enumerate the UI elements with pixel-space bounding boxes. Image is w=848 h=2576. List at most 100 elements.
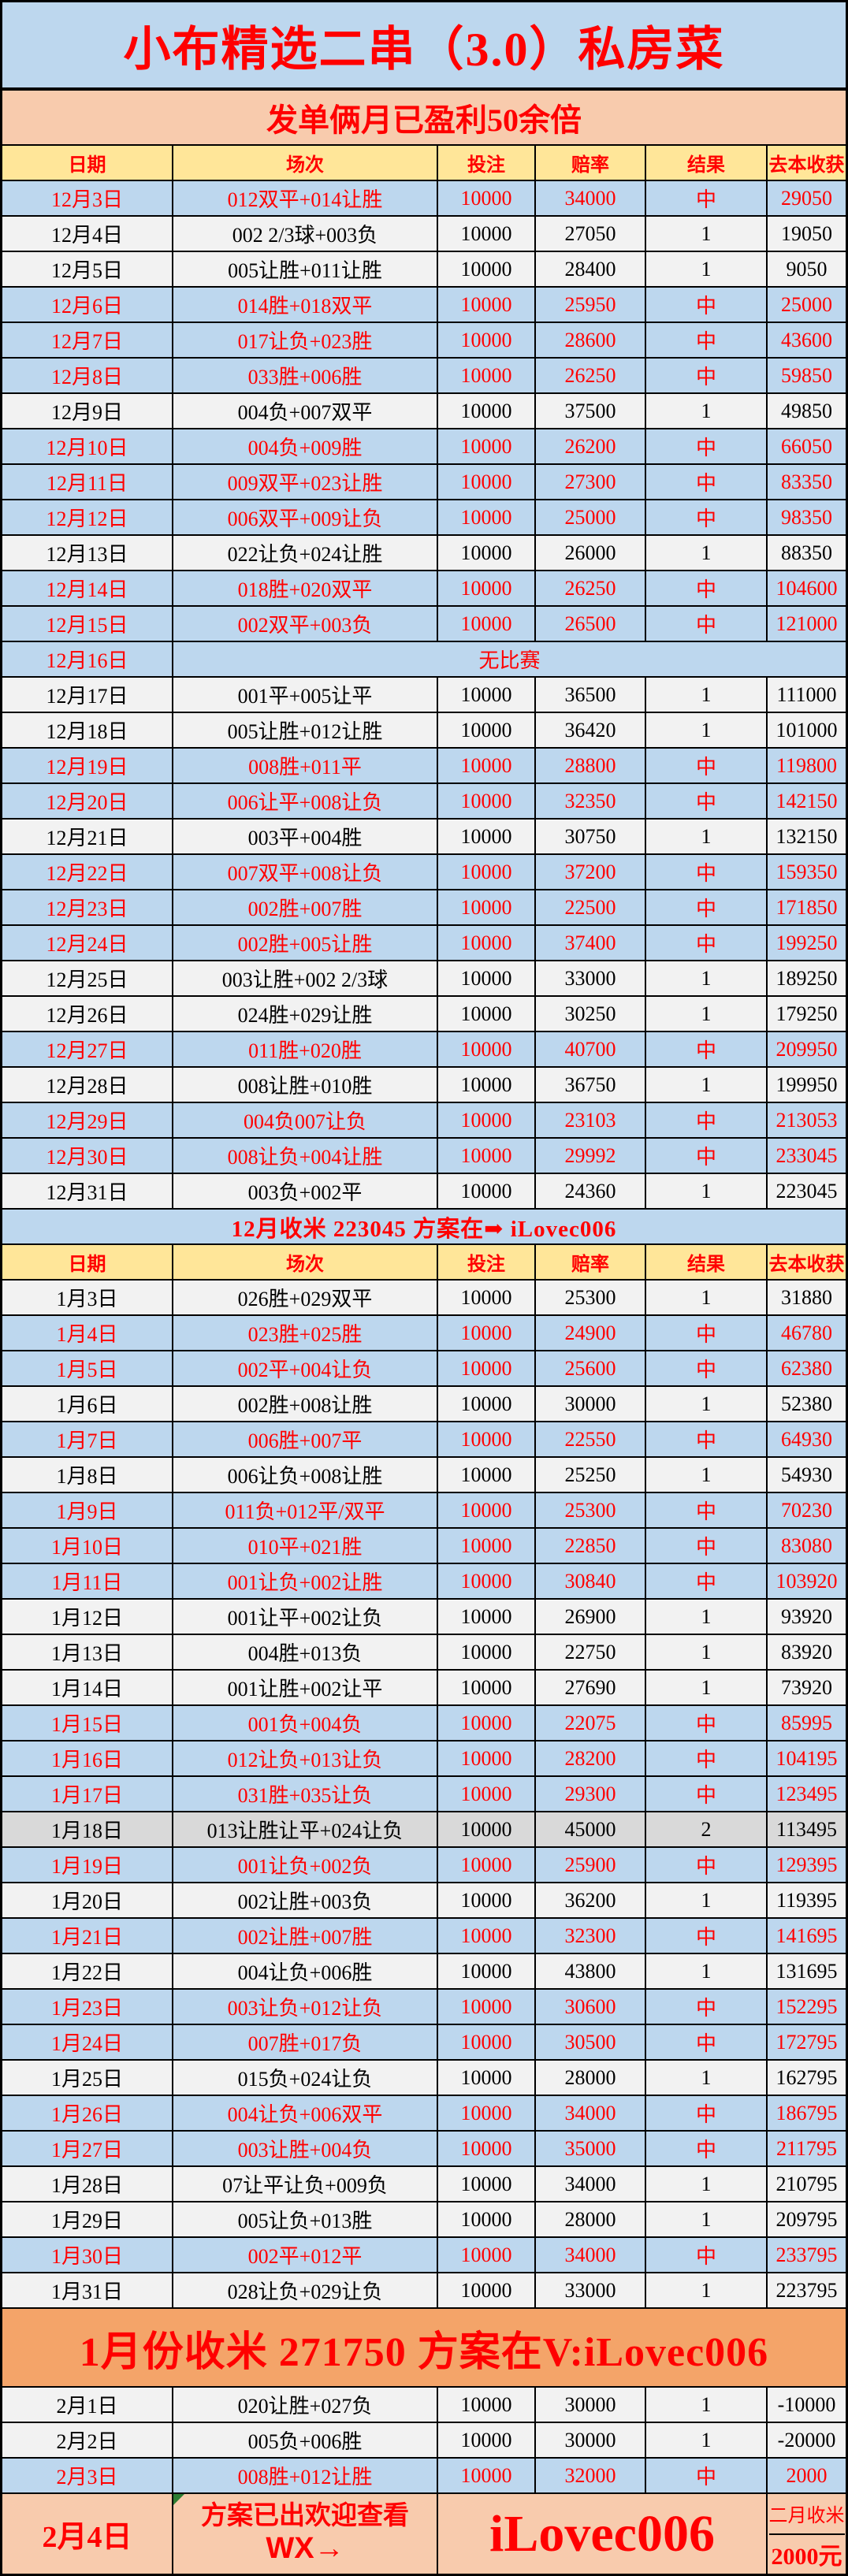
odds-cell: 28800 [536, 749, 646, 782]
profit-cell: 85995 [781, 1711, 832, 1734]
odds-cell: 30600 [536, 1990, 646, 2024]
table-row: 12月16日 无比赛 [2, 642, 846, 678]
odds-cell: 24900 [536, 1316, 646, 1350]
result-cell: 中 [646, 1351, 768, 1385]
odds-cell: 30000 [536, 2423, 646, 2457]
profit-cell: 119800 [775, 753, 838, 777]
odds-cell: 36750 [536, 1068, 646, 1102]
stake-cell: 10000 [438, 1883, 536, 1917]
stake-cell: 10000 [438, 1777, 536, 1811]
odds-cell: 43800 [536, 1954, 646, 1988]
profit-cell: 223045 [775, 1179, 838, 1203]
date-cell: 1月30日 [2, 2238, 173, 2272]
odds-cell: 27300 [536, 465, 646, 499]
profit-cell: 233795 [775, 2243, 838, 2266]
match-cell: 008让负+004让胜 [173, 1139, 438, 1173]
profit-cell: 162795 [775, 2065, 838, 2089]
match-cell: 004负+009胜 [173, 429, 438, 463]
match-cell: 001平+005让平 [173, 678, 438, 712]
match-cell: 006胜+007平 [173, 1422, 438, 1456]
table-row: 12月12日 006双平+009让负 10000 25000 中 98350 [2, 500, 846, 536]
footer-date: 2月4日 [2, 2494, 173, 2574]
profit-cell: 73920 [781, 1675, 832, 1699]
odds-cell: 34000 [536, 181, 646, 215]
profit-cell: 104195 [775, 1746, 838, 1770]
match-cell: 005让胜+012让胜 [173, 713, 438, 747]
table-row: 1月14日 001让胜+002让平 10000 27690 1 73920 [2, 1671, 846, 1706]
odds-cell: 27690 [536, 1671, 646, 1704]
profit-cell: 52380 [781, 1392, 832, 1415]
stake-cell: 10000 [438, 217, 536, 251]
table-row: 1月26日 004让负+006双平 10000 34000 中 186795 [2, 2096, 846, 2132]
result-cell: 中 [646, 571, 768, 605]
odds-cell: 37200 [536, 855, 646, 889]
match-cell: 005让负+013胜 [173, 2202, 438, 2236]
odds-cell: 37500 [536, 394, 646, 428]
stake-cell: 10000 [438, 2388, 536, 2422]
profit-cell: 141695 [775, 1924, 838, 1947]
profit-cell: 59850 [781, 363, 832, 387]
profit-cell: 98350 [781, 505, 832, 529]
match-cell: 003负+002平 [173, 1174, 438, 1208]
result-cell: 1 [646, 1954, 768, 1988]
table-row: 12月7日 017让负+023胜 10000 28600 中 43600 [2, 323, 846, 359]
stake-cell: 10000 [438, 1635, 536, 1669]
stake-cell: 10000 [438, 890, 536, 924]
result-cell: 中 [646, 784, 768, 818]
result-cell: 1 [646, 2202, 768, 2236]
date-cell: 12月3日 [2, 181, 173, 215]
table-row: 12月18日 005让胜+012让胜 10000 36420 1 101000 [2, 713, 846, 749]
profit-cell: 121000 [775, 611, 838, 635]
result-cell: 中 [646, 926, 768, 960]
january-rows: 1月3日 026胜+029双平 10000 25300 1 31880 1月4日 023胜+0… [2, 1281, 846, 2309]
column-header-match: 场次 [173, 146, 438, 180]
date-cell: 12月6日 [2, 288, 173, 322]
stake-cell: 10000 [438, 1068, 536, 1102]
date-cell: 1月26日 [2, 2096, 173, 2130]
date-cell: 1月15日 [2, 1706, 173, 1740]
odds-cell: 36420 [536, 713, 646, 747]
column-header-match: 场次 [173, 1245, 438, 1279]
stake-cell: 10000 [438, 2423, 536, 2457]
date-cell: 1月18日 [2, 1812, 173, 1846]
footer-note-line2: WX→ [266, 2531, 344, 2565]
date-cell: 12月8日 [2, 359, 173, 392]
table-row: 1月10日 010平+021胜 10000 22850 中 83080 [2, 1529, 846, 1564]
table-row: 12月9日 004负+007双平 10000 37500 1 49850 [2, 394, 846, 429]
match-cell: 024胜+029让胜 [173, 997, 438, 1031]
date-cell: 2月2日 [2, 2423, 173, 2457]
match-cell: 07让平让负+009负 [173, 2167, 438, 2201]
stake-cell: 10000 [438, 1990, 536, 2024]
date-cell: 12月17日 [2, 678, 173, 712]
stake-cell: 10000 [438, 359, 536, 392]
odds-cell: 25250 [536, 1458, 646, 1492]
odds-cell: 30500 [536, 2025, 646, 2059]
match-cell: 008让胜+010胜 [173, 1068, 438, 1102]
result-cell: 1 [646, 678, 768, 712]
december-rows: 12月3日 012双平+014让胜 10000 34000 中 29050 12月4日 002… [2, 181, 846, 1210]
profit-cell: 209795 [775, 2207, 838, 2231]
footer-month-label: 二月收米 [768, 2494, 845, 2535]
note-cell: 无比赛 [478, 649, 541, 672]
table-row: 12月10日 004负+009胜 10000 26200 中 66050 [2, 429, 846, 465]
stake-cell: 10000 [438, 465, 536, 499]
profit-cell: 19050 [781, 221, 832, 245]
table-row: 1月8日 006让负+008让胜 10000 25250 1 54930 [2, 1458, 846, 1493]
stake-cell: 10000 [438, 571, 536, 605]
table-row: 1月27日 003让胜+004负 10000 35000 中 211795 [2, 2132, 846, 2167]
result-cell: 中 [646, 1777, 768, 1811]
odds-cell: 25900 [536, 1848, 646, 1882]
footer-note-line1: 方案已出欢迎查看 [201, 2501, 409, 2530]
odds-cell: 28000 [536, 2202, 646, 2236]
footer-month-summary: 二月收米 2000元 [768, 2494, 846, 2574]
table-row: 12月30日 008让负+004让胜 10000 29992 中 233045 [2, 1139, 846, 1174]
profit-cell: 104600 [775, 576, 838, 600]
result-cell: 1 [646, 1387, 768, 1421]
stake-cell: 10000 [438, 926, 536, 960]
match-cell: 008胜+011平 [173, 749, 438, 782]
match-cell: 031胜+035让负 [173, 1777, 438, 1811]
stake-cell: 10000 [438, 1139, 536, 1173]
date-cell: 12月15日 [2, 607, 173, 641]
profit-cell: 159350 [775, 860, 838, 883]
stake-cell: 10000 [438, 323, 536, 357]
